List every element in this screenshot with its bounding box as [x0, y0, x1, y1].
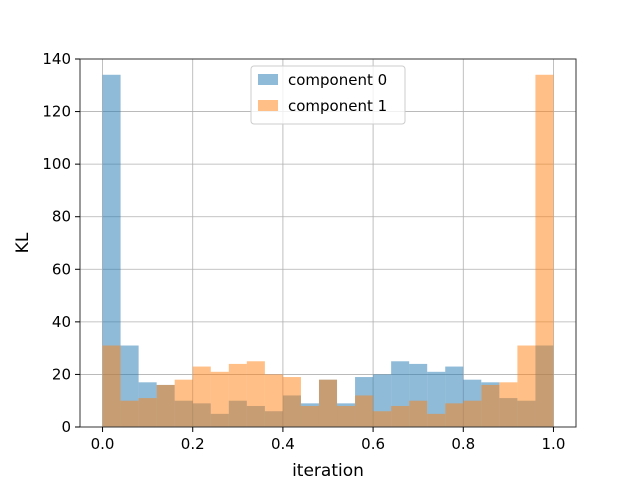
histogram-bar-component-1: [120, 400, 139, 427]
y-tick-label: 80: [52, 208, 71, 226]
histogram-bar-component-1: [282, 377, 301, 427]
histogram-bar-component-1: [445, 403, 464, 427]
y-tick-label: 20: [52, 365, 71, 383]
histogram-bar-component-1: [228, 363, 247, 427]
x-tick-label: 0.8: [451, 435, 475, 453]
histogram-bar-component-1: [156, 384, 175, 427]
plot-frame: [79, 58, 577, 428]
histogram-bar-component-1: [318, 379, 338, 427]
histogram-bar-component-1: [499, 382, 518, 427]
histogram-bar-component-1: [210, 371, 229, 427]
histogram-bars: [102, 74, 554, 428]
histogram-bar-component-1: [192, 366, 211, 427]
histogram-bar-component-1: [355, 395, 374, 427]
y-tick-label: 0: [61, 418, 71, 436]
y-axis-label: KL: [13, 232, 33, 253]
x-tick-label: 0.0: [91, 435, 115, 453]
histogram-bar-component-1: [337, 405, 356, 427]
x-tick-label: 0.4: [271, 435, 295, 453]
histogram-bar-component-0: [102, 74, 121, 428]
legend-label-component-1: component 1: [288, 97, 387, 115]
legend-swatch-component-0: [258, 74, 278, 85]
histogram-bar-component-1: [264, 374, 283, 427]
histogram-bar-component-1: [102, 345, 121, 427]
histogram-bar-component-1: [517, 345, 536, 427]
axis-ticks: 0.0 0.2 0.4 0.6 0.8 1.0 0 20 40 60 80 100 120 140: [42, 50, 565, 453]
legend-label-component-0: component 0: [288, 71, 387, 89]
legend: component 0 component 1: [250, 65, 406, 125]
x-tick-label: 0.6: [361, 435, 385, 453]
y-tick-label: 100: [42, 155, 71, 173]
y-tick-label: 120: [42, 103, 71, 121]
x-tick-label: 0.2: [181, 435, 205, 453]
histogram-bar-component-1: [373, 411, 392, 427]
histogram-bar-component-1: [481, 384, 500, 427]
histogram-bar-component-1: [246, 361, 265, 427]
y-tick-label: 60: [52, 260, 71, 278]
legend-swatch-component-1: [258, 100, 278, 111]
histogram-bar-component-0: [427, 371, 446, 427]
histogram-bar-component-1: [535, 74, 554, 428]
y-tick-label: 40: [52, 313, 71, 331]
histogram-bar-component-1: [409, 400, 428, 427]
histogram-bar-component-1: [300, 405, 319, 427]
legend-box: [250, 65, 406, 125]
histogram-bar-component-1: [174, 379, 193, 427]
histogram-bar-component-1: [463, 400, 482, 427]
histogram-bar-component-1: [427, 413, 446, 427]
histogram-bar-component-1: [391, 405, 410, 427]
histogram-bar-component-1: [138, 398, 157, 427]
x-tick-label: 1.0: [542, 435, 566, 453]
y-tick-label: 140: [42, 50, 71, 68]
x-axis-label: iteration: [292, 461, 364, 480]
